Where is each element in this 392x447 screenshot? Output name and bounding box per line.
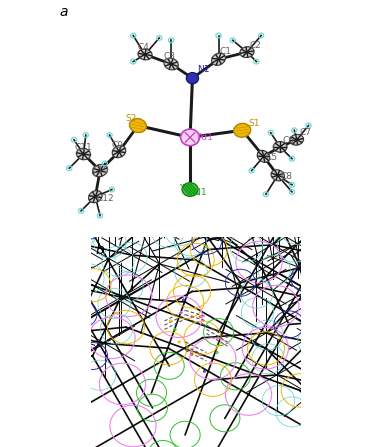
Text: Pd1: Pd1 <box>196 133 213 142</box>
Text: C8: C8 <box>280 172 292 181</box>
Text: C7: C7 <box>299 128 311 137</box>
Ellipse shape <box>76 148 91 160</box>
Text: C4: C4 <box>138 42 149 52</box>
Ellipse shape <box>112 146 126 158</box>
Ellipse shape <box>186 72 199 84</box>
Ellipse shape <box>240 47 254 58</box>
Text: C5: C5 <box>266 152 278 161</box>
Text: Cl1: Cl1 <box>192 188 207 197</box>
Text: C3: C3 <box>163 52 176 61</box>
Text: C10: C10 <box>91 166 109 175</box>
Ellipse shape <box>234 123 251 137</box>
Ellipse shape <box>129 118 146 132</box>
Ellipse shape <box>273 142 287 152</box>
Text: a: a <box>60 5 68 19</box>
Text: C9: C9 <box>111 141 123 151</box>
Text: C12: C12 <box>96 194 114 202</box>
Text: C1: C1 <box>220 47 232 56</box>
Text: N1: N1 <box>197 65 209 74</box>
Ellipse shape <box>93 164 107 177</box>
Text: C6: C6 <box>283 136 294 145</box>
Ellipse shape <box>164 58 178 70</box>
Ellipse shape <box>183 184 197 195</box>
Ellipse shape <box>138 49 152 60</box>
Ellipse shape <box>89 190 102 202</box>
Ellipse shape <box>271 170 285 181</box>
Text: S1: S1 <box>249 119 260 128</box>
Ellipse shape <box>290 135 303 145</box>
Text: C2: C2 <box>249 41 261 50</box>
Text: C11: C11 <box>75 143 93 152</box>
Text: b: b <box>95 243 104 257</box>
Ellipse shape <box>181 129 200 146</box>
Ellipse shape <box>182 183 198 196</box>
Ellipse shape <box>257 150 270 162</box>
Text: S2: S2 <box>125 114 136 123</box>
Ellipse shape <box>212 53 225 65</box>
